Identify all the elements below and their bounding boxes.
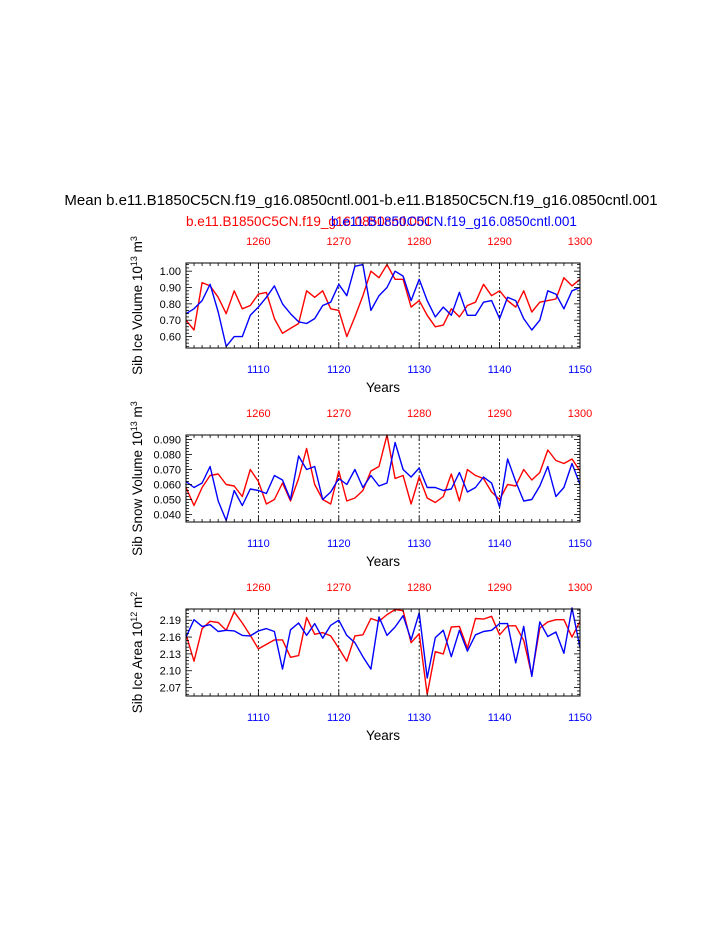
x-tick-label-bottom: 1130	[407, 364, 431, 376]
legend-titles: b.e11.B1850C5CN.f19_g16.0850cntl.001 b.e…	[0, 214, 723, 234]
x-tick-label-top: 1290	[487, 582, 511, 594]
plot-frame	[185, 608, 581, 697]
series-line-red	[185, 434, 581, 507]
y-tick-label: 0.070	[153, 465, 181, 477]
x-tick-label-top: 1270	[327, 236, 351, 248]
legend-blue-label: b.e11.B1850C5CN.f19_g16.0850cntl.001	[331, 214, 577, 229]
x-tick-label-top: 1300	[568, 582, 592, 594]
chart-panel-1: 1110 1120 1130 1140 1150 1260 1270 1280 1290 1300…	[129, 236, 592, 395]
y-axis-label-text: Sib Snow Volume 10	[130, 431, 145, 556]
x-axis-label: Years	[366, 728, 400, 743]
x-tick-label-top: 1290	[487, 236, 511, 248]
y-tick-label: 0.090	[153, 435, 181, 447]
x-tick-label-bottom: 1120	[327, 364, 351, 376]
x-tick-label-top: 1280	[407, 408, 431, 420]
x-tick-label-top: 1280	[407, 582, 431, 594]
y-axis-label-superscript: 2	[129, 592, 139, 597]
series-line-blue	[185, 263, 581, 348]
series-line-red	[185, 608, 581, 695]
x-tick-label-top: 1260	[246, 236, 270, 248]
x-tick-label-bottom: 1110	[247, 538, 270, 550]
series-line-blue	[185, 607, 581, 679]
y-axis-label: Sib Snow Volume 1013 m3	[129, 401, 145, 556]
x-tick-label-bottom: 1140	[488, 364, 512, 376]
x-tick-label-top: 1270	[327, 582, 351, 594]
x-tick-label-top: 1280	[407, 236, 431, 248]
y-axis-label-superscript: 13	[129, 256, 139, 266]
y-tick-label: 2.16	[160, 632, 181, 644]
x-axis-label: Years	[366, 380, 400, 395]
y-tick-label: 2.13	[160, 649, 181, 661]
x-tick-label-bottom: 1140	[488, 538, 512, 550]
y-tick-label: 2.10	[160, 666, 181, 678]
series-line-red	[185, 263, 581, 338]
y-axis-label-text: Sib Ice Area 10	[130, 622, 145, 714]
chart-panel-2: 1110 1120 1130 1140 1150 1260 1270 1280 1290 1300…	[129, 401, 592, 569]
x-tick-label-bottom: 1110	[247, 712, 270, 724]
y-tick-label: 0.70	[160, 315, 181, 327]
x-tick-label-bottom: 1120	[327, 712, 351, 724]
y-axis-label-text: m	[130, 241, 145, 256]
x-tick-label-bottom: 1130	[407, 712, 431, 724]
x-tick-label-bottom: 1150	[568, 538, 592, 550]
x-tick-label-bottom: 1130	[407, 538, 431, 550]
y-axis-label: Sib Ice Area 1012 m2	[129, 592, 145, 714]
x-tick-label-top: 1300	[568, 236, 592, 248]
y-tick-label: 0.90	[160, 283, 181, 295]
x-tick-label-bottom: 1150	[568, 364, 592, 376]
y-tick-label: 0.80	[160, 299, 181, 311]
y-tick-label: 1.00	[160, 266, 181, 278]
x-tick-label-top: 1300	[568, 408, 592, 420]
y-axis-label-superscript: 3	[129, 401, 139, 406]
plot-frame	[185, 262, 581, 349]
y-tick-label: 0.080	[153, 450, 181, 462]
y-axis-label-superscript: 3	[129, 236, 139, 241]
x-tick-label-top: 1270	[327, 408, 351, 420]
y-tick-label: 2.07	[160, 683, 181, 695]
x-tick-label-bottom: 1110	[247, 364, 270, 376]
figure-title: Mean b.e11.B1850C5CN.f19_g16.0850cntl.00…	[64, 192, 658, 209]
y-tick-label: 0.050	[153, 495, 181, 507]
y-axis-label-text: m	[130, 406, 145, 421]
series-line-blue	[185, 441, 581, 522]
y-axis-label-text: m	[130, 597, 145, 612]
y-axis-label-superscript: 13	[129, 421, 139, 431]
y-tick-label: 2.19	[160, 615, 181, 627]
x-tick-label-bottom: 1150	[568, 712, 592, 724]
x-tick-label-bottom: 1140	[488, 712, 512, 724]
y-axis-label-text: Sib Ice Volume 10	[130, 266, 145, 375]
y-tick-label: 0.060	[153, 480, 181, 492]
y-axis-label-superscript: 12	[129, 612, 139, 622]
chart-panel-3: 1110 1120 1130 1140 1150 1260 1270 1280 1290 1300…	[129, 582, 592, 743]
y-tick-label: 0.60	[160, 332, 181, 344]
y-axis-label: Sib Ice Volume 1013 m3	[129, 236, 145, 375]
x-tick-label-top: 1260	[246, 582, 270, 594]
y-tick-label: 0.040	[153, 510, 181, 522]
x-tick-label-top: 1290	[487, 408, 511, 420]
x-tick-label-top: 1260	[246, 408, 270, 420]
x-axis-label: Years	[366, 554, 400, 569]
legend-red-label: b.e11.B1850C5CN.f19_g16.0850cntl.001	[186, 214, 432, 229]
x-tick-label-bottom: 1120	[327, 538, 351, 550]
